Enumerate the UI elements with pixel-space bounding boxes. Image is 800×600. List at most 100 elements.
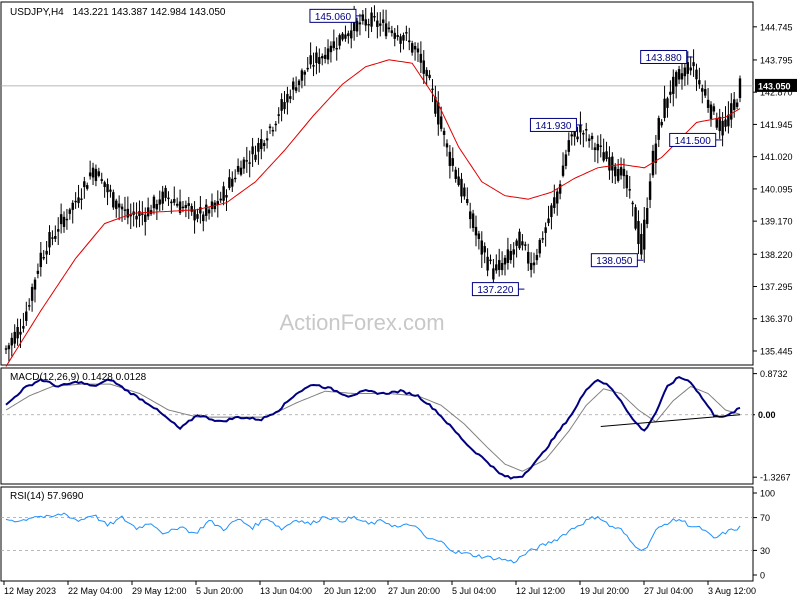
candle-body xyxy=(83,181,86,188)
candle-body xyxy=(207,209,211,214)
candle-body xyxy=(204,204,208,216)
candle-body xyxy=(135,215,138,220)
candle-body xyxy=(500,263,504,271)
candle-body xyxy=(677,69,681,80)
candle-body xyxy=(410,43,414,53)
candle-body xyxy=(4,348,8,350)
candle-body xyxy=(48,232,51,248)
candle-body xyxy=(370,12,373,27)
candle-body xyxy=(123,209,127,211)
candle-body xyxy=(74,200,77,203)
candle-body xyxy=(321,56,324,59)
candle-body xyxy=(387,27,391,30)
candle-body xyxy=(454,169,457,179)
candle-body xyxy=(561,165,565,176)
candle-body xyxy=(57,229,60,232)
candle-body xyxy=(674,72,678,87)
candle-body xyxy=(527,251,530,264)
candle-body xyxy=(506,249,510,263)
candle-body xyxy=(225,195,228,198)
candle-body xyxy=(628,189,631,191)
candle-body xyxy=(503,257,507,265)
candle-body xyxy=(616,169,620,181)
candle-body xyxy=(492,268,495,280)
candle-body xyxy=(480,240,483,255)
candle-body xyxy=(175,203,179,206)
candle-body xyxy=(689,67,692,71)
candle-body xyxy=(585,129,588,131)
candle-body xyxy=(730,103,733,120)
candle-body xyxy=(161,191,164,204)
candle-body xyxy=(379,23,382,26)
candle-body xyxy=(460,178,463,197)
candle-body xyxy=(489,259,492,262)
candle-body xyxy=(529,263,533,270)
candle-body xyxy=(692,62,695,67)
candle-body xyxy=(39,252,43,268)
candle-body xyxy=(680,73,684,80)
candle-body xyxy=(495,264,498,271)
time-tick-label: 19 Jul 20:00 xyxy=(580,586,629,596)
candle-body xyxy=(112,192,115,208)
candle-body xyxy=(657,118,660,140)
candle-body xyxy=(202,214,205,222)
macd-title: MACD(12,26,9) 0.1428 0.0128 xyxy=(10,372,147,383)
candle-body xyxy=(631,202,634,205)
rsi-tick-label: 100 xyxy=(760,489,775,499)
candle-body xyxy=(286,93,289,103)
candle-body xyxy=(434,96,437,114)
watermark: ActionForex.com xyxy=(279,310,444,335)
candle-body xyxy=(457,176,460,186)
candle-body xyxy=(210,201,214,209)
candle-body xyxy=(428,74,431,79)
candle-body xyxy=(486,256,489,271)
candle-body xyxy=(347,33,350,37)
time-tick-label: 27 Jun 20:00 xyxy=(388,586,440,596)
candle-body xyxy=(312,65,315,67)
candle-body xyxy=(236,165,240,172)
candle-body xyxy=(277,114,280,116)
time-tick-label: 20 Jun 12:00 xyxy=(324,586,376,596)
candle-body xyxy=(54,236,57,239)
candle-body xyxy=(117,203,121,208)
candle-body xyxy=(326,48,330,60)
candle-body xyxy=(611,156,614,171)
candle-body xyxy=(141,213,144,215)
candle-body xyxy=(608,157,611,171)
candle-body xyxy=(535,254,539,261)
candle-body xyxy=(637,221,640,245)
candle-body xyxy=(509,251,513,261)
price-tick-label: 138.220 xyxy=(760,250,793,260)
candle-body xyxy=(144,214,147,222)
candle-body xyxy=(350,30,353,39)
candle-body xyxy=(106,184,109,193)
candle-body xyxy=(30,286,34,301)
candle-body xyxy=(22,326,25,329)
annotation-box xyxy=(309,8,357,23)
candle-body xyxy=(164,187,167,198)
candle-body xyxy=(219,198,222,201)
candle-body xyxy=(129,214,132,217)
candle-body xyxy=(373,16,376,18)
candle-body xyxy=(170,201,173,204)
candle-body xyxy=(550,205,553,218)
macd-tick-label: 0.8732 xyxy=(760,369,788,379)
candle-body xyxy=(602,152,605,161)
candle-body xyxy=(338,35,341,46)
candle-body xyxy=(361,14,365,21)
candle-body xyxy=(622,168,626,177)
candle-body xyxy=(538,239,542,254)
candle-body xyxy=(718,116,721,132)
candle-body xyxy=(283,102,286,110)
macd-trendline xyxy=(600,414,741,427)
candle-body xyxy=(405,32,408,34)
candle-body xyxy=(463,187,466,197)
candle-body xyxy=(709,104,713,119)
candle-body xyxy=(167,197,170,200)
rsi-tick-label: 30 xyxy=(760,546,770,556)
candle-body xyxy=(315,52,318,64)
candle-body xyxy=(724,119,727,127)
time-tick-label: 5 Jun 20:00 xyxy=(196,586,243,596)
candle-body xyxy=(193,209,196,221)
